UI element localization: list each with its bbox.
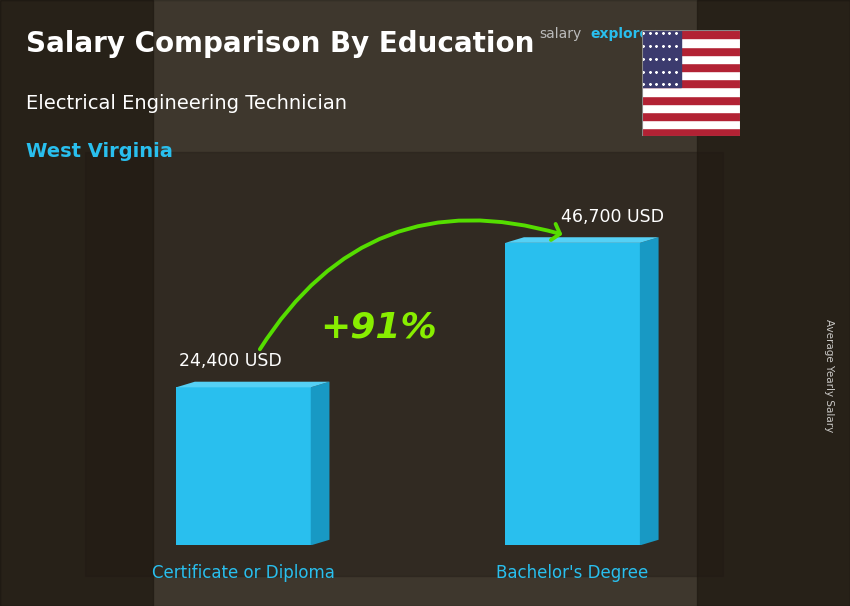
Text: explorer: explorer (591, 27, 656, 41)
Text: Electrical Engineering Technician: Electrical Engineering Technician (26, 94, 347, 113)
Text: Salary Comparison By Education: Salary Comparison By Education (26, 30, 534, 58)
Bar (642, 30, 681, 87)
Bar (642, 63, 740, 71)
Text: Average Yearly Salary: Average Yearly Salary (824, 319, 834, 432)
Polygon shape (176, 387, 311, 545)
Polygon shape (505, 237, 659, 243)
Bar (85, 152, 722, 576)
Text: +91%: +91% (320, 311, 436, 345)
Bar (697, 0, 850, 606)
Bar (642, 112, 740, 120)
Bar (642, 79, 740, 87)
Bar (642, 30, 740, 38)
Text: salary: salary (540, 27, 582, 41)
Text: .com: .com (661, 27, 695, 41)
Bar (642, 55, 740, 63)
Bar (642, 104, 740, 112)
Text: West Virginia: West Virginia (26, 142, 173, 161)
Polygon shape (311, 382, 330, 545)
Bar (0, 0, 153, 606)
Bar (642, 71, 740, 79)
Polygon shape (505, 243, 640, 545)
Text: 24,400 USD: 24,400 USD (178, 353, 281, 370)
Text: 46,700 USD: 46,700 USD (562, 208, 665, 226)
Bar (642, 96, 740, 104)
Text: Bachelor's Degree: Bachelor's Degree (496, 564, 649, 582)
Polygon shape (176, 382, 330, 387)
Text: Certificate or Diploma: Certificate or Diploma (152, 564, 335, 582)
Bar (642, 38, 740, 47)
Polygon shape (640, 237, 659, 545)
Bar (642, 120, 740, 128)
Bar (642, 128, 740, 136)
Bar (642, 87, 740, 96)
Bar (642, 47, 740, 55)
